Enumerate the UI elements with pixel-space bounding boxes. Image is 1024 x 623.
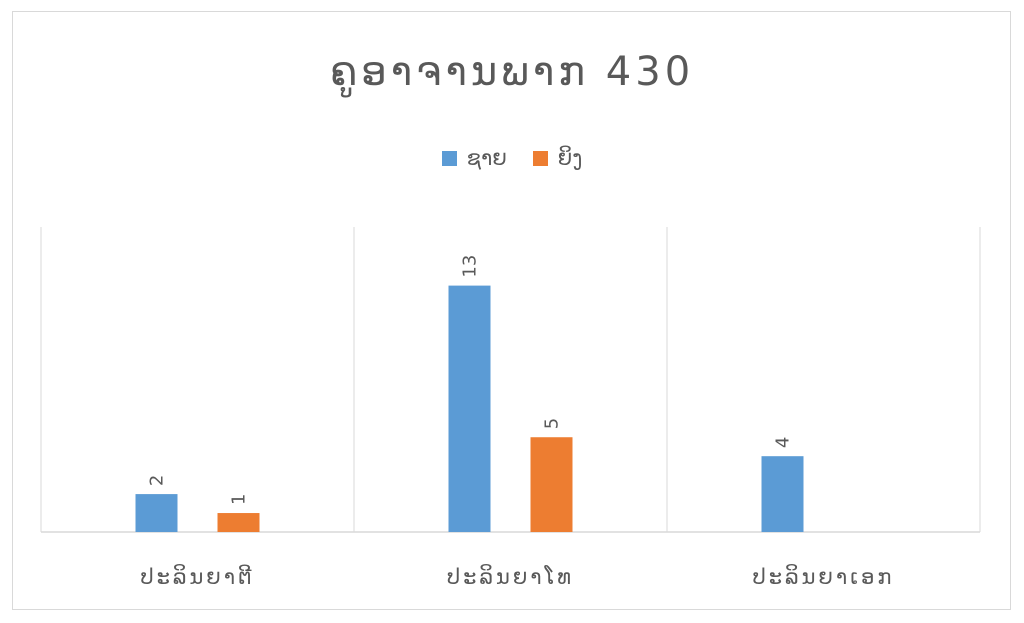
category-label-1: ປະລິນຍາໂທ xyxy=(447,564,574,589)
legend-item-series-0: ຊາຍ xyxy=(441,146,507,170)
data-label-series-0-cat-1: 13 xyxy=(460,255,481,278)
data-label-series-1-cat-1: 5 xyxy=(542,418,563,429)
category-label-2: ປະລິນຍາເອກ xyxy=(753,564,895,589)
data-label-series-0-cat-2: 4 xyxy=(773,437,794,448)
legend-swatch-series-1 xyxy=(532,150,548,166)
bar-series-0-cat-0 xyxy=(135,494,178,532)
category-label-0: ປະລິນຍາຕີ xyxy=(140,564,254,589)
legend-swatch-series-0 xyxy=(441,150,457,166)
chart-frame xyxy=(12,11,1011,610)
chart-title: ຄູອາຈານພາກ 430 xyxy=(329,49,695,95)
legend-label-series-1: ຍິງ xyxy=(557,146,583,170)
legend-label-series-0: ຊາຍ xyxy=(466,146,507,170)
bar-series-0-cat-2 xyxy=(761,456,804,532)
bar-series-0-cat-1 xyxy=(448,285,491,532)
legend: ຊາຍ ຍິງ xyxy=(0,146,1024,170)
data-label-series-1-cat-0: 1 xyxy=(229,494,250,505)
bar-series-1-cat-0 xyxy=(217,513,260,532)
bar-series-1-cat-1 xyxy=(530,437,573,532)
legend-item-series-1: ຍິງ xyxy=(532,146,583,170)
data-label-series-0-cat-0: 2 xyxy=(147,475,168,486)
